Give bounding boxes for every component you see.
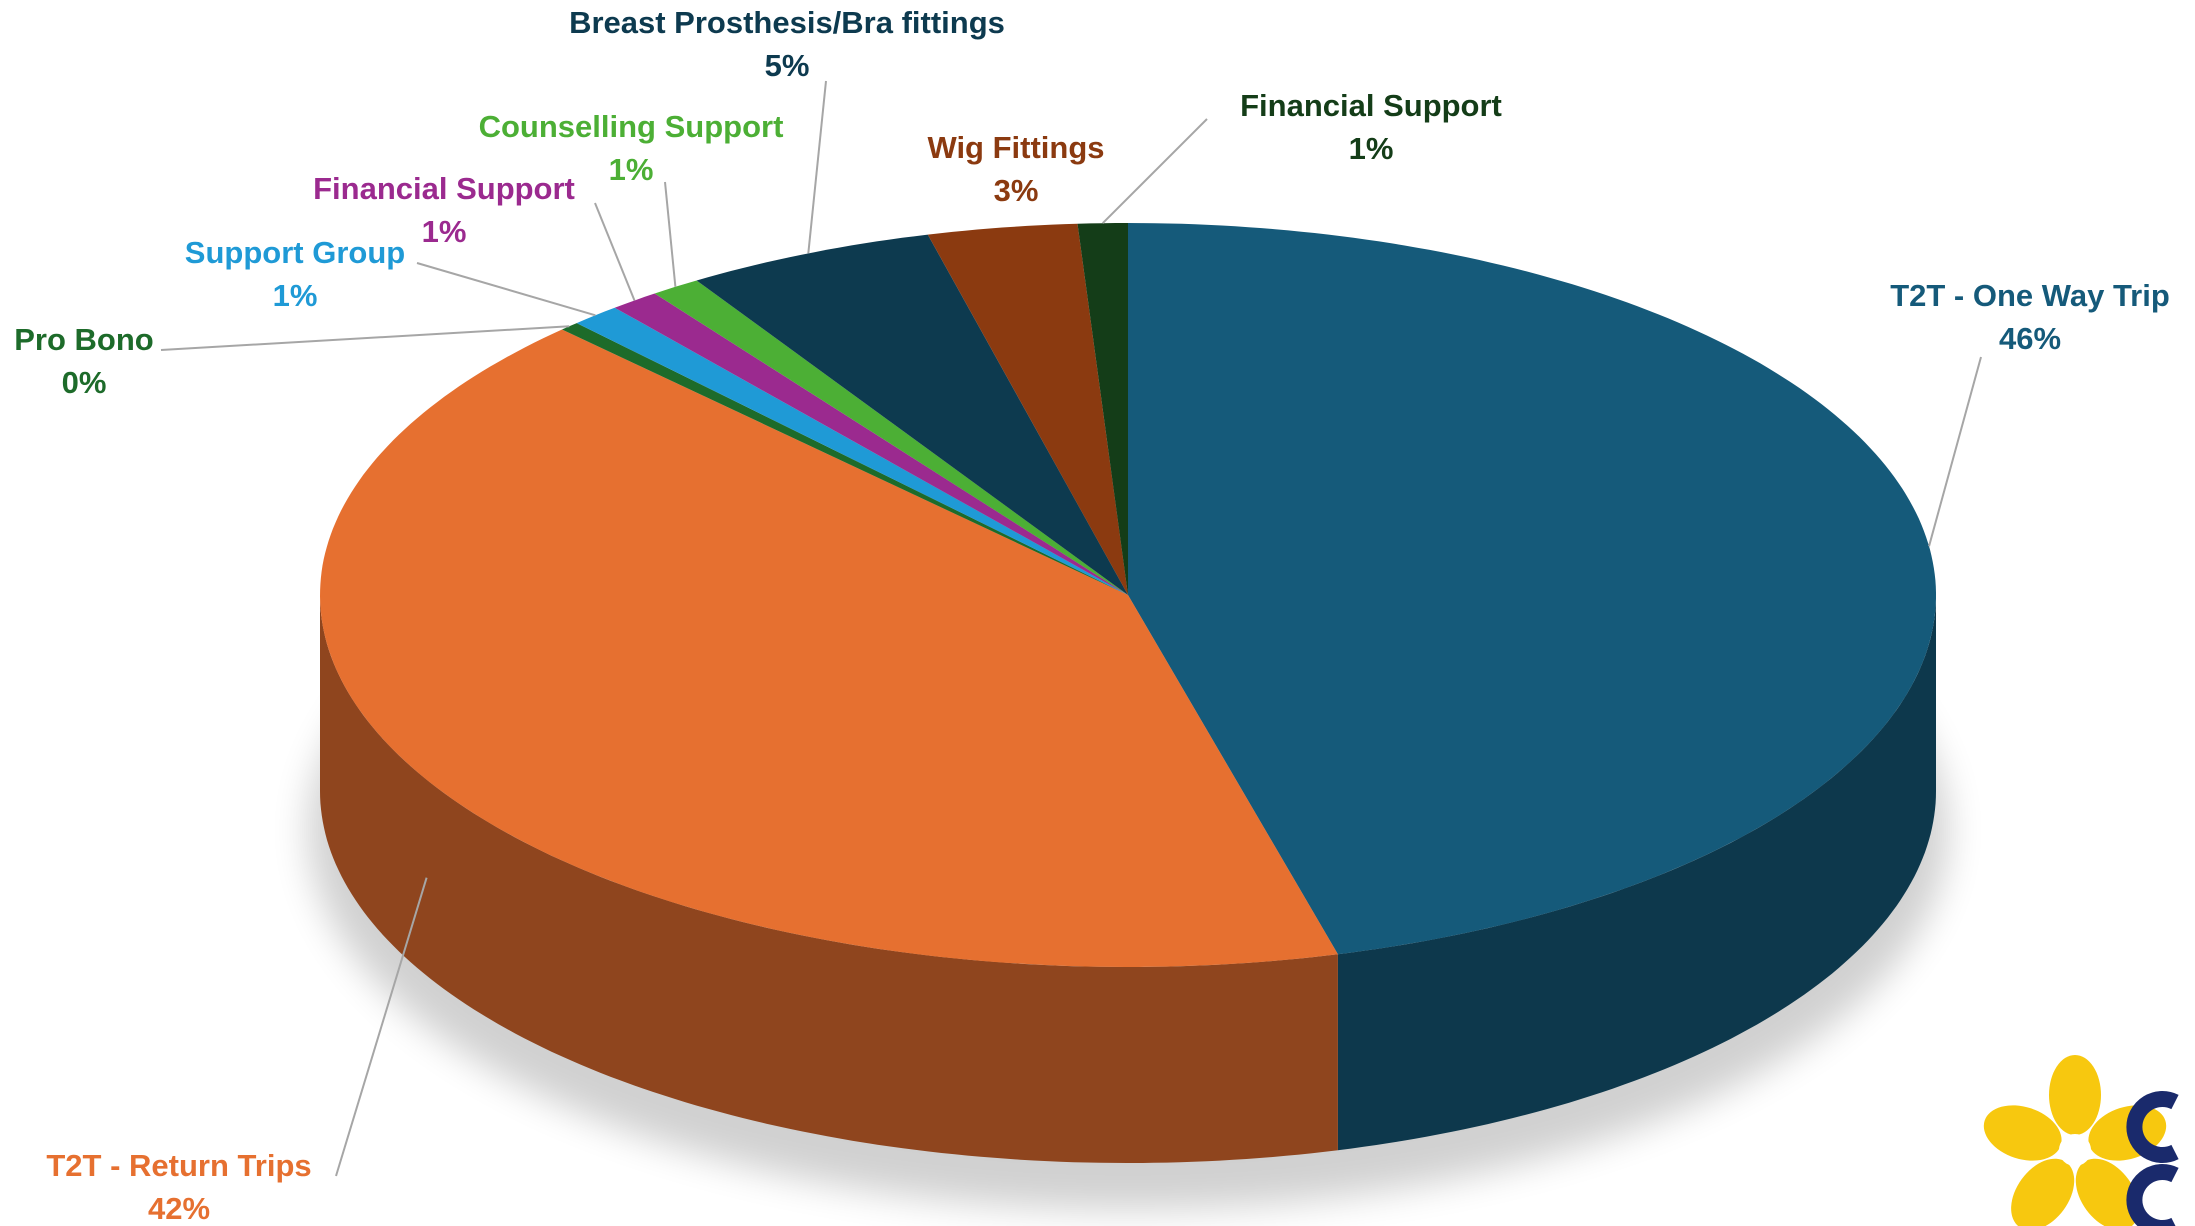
slice	[1128, 223, 1936, 955]
value-label: 1%	[273, 278, 318, 313]
leader-line	[807, 80, 827, 254]
category-label: Counselling Support	[479, 109, 784, 144]
category-label: Financial Support	[1240, 88, 1502, 123]
value-label: 1%	[422, 214, 467, 249]
value-label: 1%	[1349, 131, 1394, 166]
slice	[576, 307, 1128, 595]
leader-line	[160, 325, 570, 351]
value-label: 5%	[765, 48, 810, 83]
slice	[320, 329, 1338, 967]
slice	[614, 293, 1128, 595]
category-label: Support Group	[185, 235, 405, 270]
value-label: 3%	[994, 173, 1039, 208]
slice	[654, 280, 1128, 595]
leader-line	[335, 877, 428, 1177]
leader-line	[664, 181, 677, 287]
slice	[696, 234, 1128, 595]
category-label: T2T - Return Trips	[46, 1148, 311, 1183]
value-label: 1%	[609, 152, 654, 187]
value-label: 46%	[1999, 321, 2061, 356]
leader-line	[1101, 118, 1208, 224]
slice	[562, 323, 1128, 595]
value-label: 42%	[148, 1191, 210, 1226]
pie	[320, 223, 1936, 1163]
slice-side	[320, 595, 1338, 1163]
leader-line	[594, 202, 636, 301]
category-label: Financial Support	[313, 171, 575, 206]
slice-side	[1337, 595, 1936, 1151]
category-label: Breast Prosthesis/Bra fittings	[569, 5, 1005, 40]
category-label: Pro Bono	[14, 322, 154, 357]
value-label: 0%	[62, 365, 107, 400]
leader-line	[1928, 356, 1982, 547]
slice	[1077, 223, 1128, 595]
category-label: Wig Fittings	[927, 130, 1104, 165]
category-label: T2T - One Way Trip	[1890, 278, 2170, 313]
leader-line	[416, 262, 596, 317]
slice	[927, 223, 1128, 595]
logo	[1983, 1055, 2179, 1226]
